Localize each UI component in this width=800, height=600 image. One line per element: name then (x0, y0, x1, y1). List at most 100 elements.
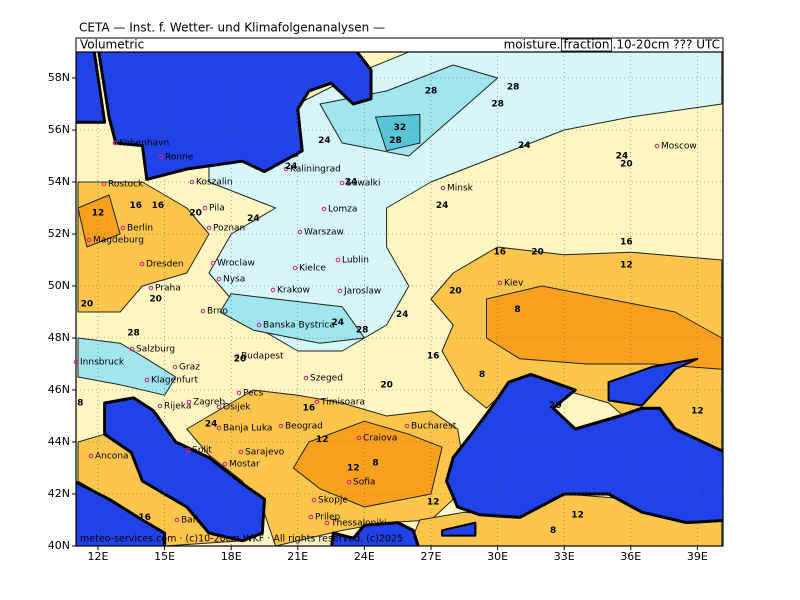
city-label: Kiev (504, 279, 524, 289)
city-label: Dresden (146, 260, 184, 270)
city-label: Ronne (165, 153, 194, 163)
city-label: Budapest (241, 352, 284, 362)
contour-label: 28 (425, 87, 438, 97)
lat-tick-label: 44N (48, 435, 70, 448)
contour-label: 28 (389, 136, 402, 146)
city-label: Prilep (315, 513, 341, 523)
city-marker (200, 308, 206, 314)
city-label: Berlin (127, 224, 153, 234)
city-label: Thessaloniki (330, 519, 387, 529)
city-label: Pila (209, 204, 225, 214)
city-marker (172, 364, 178, 370)
contour-label: 24 (331, 318, 344, 328)
city-label: Krakow (277, 286, 310, 296)
moisture-region (219, 293, 365, 344)
city-marker (88, 453, 94, 459)
contour-label: 28 (507, 83, 520, 93)
city-label: Klagenfurt (151, 376, 198, 386)
city-marker (238, 449, 244, 455)
city-label: Szeged (310, 374, 343, 384)
contour-label: 12 (620, 261, 633, 271)
level: .10-20cm ??? UTC (613, 38, 721, 52)
city-label: Rostock (108, 180, 144, 190)
city-marker (337, 288, 343, 294)
lon-tick-label: 18E (221, 550, 242, 563)
sea (103, 396, 266, 543)
variable: moisture. (504, 38, 561, 52)
city-marker (112, 140, 118, 146)
contour-label: 24 (345, 178, 358, 188)
contour-label: 28 (491, 100, 504, 110)
city-marker (148, 285, 154, 291)
city-label: Mostar (229, 460, 260, 470)
contour-label: 24 (205, 419, 218, 429)
city-marker (185, 447, 191, 453)
city-label: Moscow (661, 142, 697, 152)
city-marker (314, 399, 320, 405)
city-label: Graz (179, 363, 200, 373)
city-marker (139, 261, 145, 267)
lon-tick-label: 12E (88, 550, 109, 563)
moisture-region (77, 337, 177, 396)
city-marker (303, 375, 309, 381)
contour-label: 16 (152, 201, 165, 211)
contour-label: 12 (316, 435, 329, 445)
city-marker (311, 497, 317, 503)
city-marker (308, 514, 314, 520)
unit: fraction (563, 38, 609, 52)
contour-label: 20 (549, 401, 562, 411)
sea (330, 521, 420, 546)
contour-label: 20 (149, 295, 162, 305)
moisture-region (319, 64, 499, 157)
city-marker (73, 359, 79, 365)
sea (607, 357, 699, 407)
city-label: Koszalin (196, 178, 233, 188)
city-label: Minsk (447, 184, 474, 194)
city-label: Sarajevo (245, 448, 285, 458)
contour-label: 24 (247, 214, 260, 224)
city-marker (129, 346, 135, 352)
city-marker (236, 390, 242, 396)
city-label: Warszaw (304, 228, 344, 238)
city-label: Wroclaw (217, 259, 255, 269)
contour-label: 24 (285, 162, 298, 172)
city-marker (297, 229, 303, 235)
city-marker (222, 461, 228, 467)
contour-label: 24 (396, 310, 409, 320)
city-marker (189, 179, 195, 185)
moisture-region (374, 113, 421, 152)
contour-label: 12 (92, 209, 105, 219)
lon-tick-label: 21E (287, 550, 308, 563)
contour-label: 20 (234, 354, 247, 364)
city-label: Ancona (95, 452, 129, 462)
city-marker (497, 280, 503, 286)
city-label: Jaroslaw (343, 287, 381, 297)
title: CETA — Inst. f. Wetter- und Klimafolgena… (79, 21, 385, 35)
footer-credit: meteo-services.com · (c)10-20cm WKF · Al… (80, 534, 403, 545)
sea (441, 521, 477, 537)
city-marker (157, 403, 163, 409)
city-label: Bucharest (411, 422, 457, 432)
city-label: Timisoara (320, 398, 365, 408)
city-marker (210, 260, 216, 266)
city-label: Magdeburg (93, 236, 144, 246)
city-marker (86, 237, 92, 243)
city-marker (234, 353, 240, 359)
left-label: Volumetric (80, 38, 144, 52)
moisture-region (292, 420, 443, 508)
city-marker (283, 166, 289, 172)
city-marker (292, 265, 298, 271)
contour-label: 20 (81, 300, 94, 310)
lon-tick-label: 30E (487, 550, 508, 563)
moisture-region (485, 285, 723, 370)
city-label: Praha (155, 284, 181, 294)
contour-label: 20 (449, 287, 462, 297)
variable-label: moisture. fraction .10-20cm ??? UTC (504, 38, 720, 52)
contour-label: 12 (347, 464, 360, 474)
contour-label: 16 (494, 248, 507, 258)
lat-tick-label: 54N (48, 175, 70, 188)
city-marker (346, 479, 352, 485)
unit-box (560, 38, 612, 52)
plot-area (76, 52, 723, 546)
